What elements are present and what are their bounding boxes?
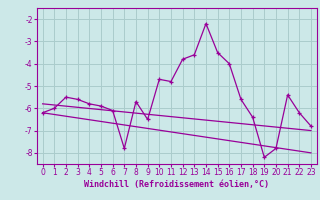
X-axis label: Windchill (Refroidissement éolien,°C): Windchill (Refroidissement éolien,°C) <box>84 180 269 189</box>
